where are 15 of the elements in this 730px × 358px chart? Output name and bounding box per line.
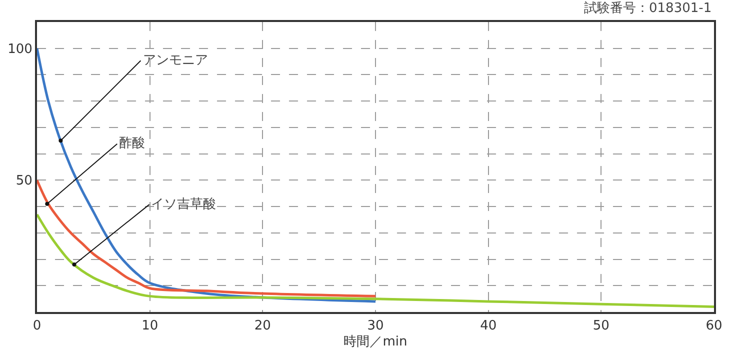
x-tick-label: 0: [32, 318, 42, 334]
annotation: イソ吉草酸: [151, 197, 216, 212]
x-tick-label: 50: [592, 318, 610, 334]
annotation: アンモニア: [143, 53, 208, 68]
x-tick-label: 10: [142, 318, 158, 334]
x-axis-title: 時間／min: [344, 334, 408, 350]
x-tick-label: 40: [480, 318, 497, 334]
y-tick-label: 100: [8, 42, 32, 57]
line-series: [37, 178, 377, 298]
x-tick-label: 60: [706, 318, 722, 334]
line-series: [37, 213, 714, 308]
text: 試験番号：018301-1: [584, 1, 712, 16]
annotation: 酢酸: [119, 136, 145, 151]
x-tick-label: 20: [254, 318, 271, 334]
x-tick-label: 30: [367, 318, 384, 334]
